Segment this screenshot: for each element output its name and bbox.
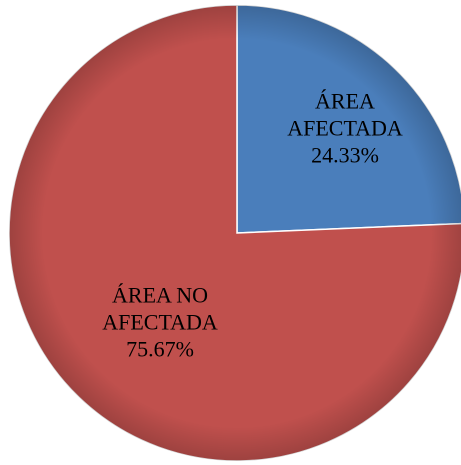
slice-label: ÁREA AFECTADA 24.33% <box>270 88 420 169</box>
slice-label: ÁREA NO AFECTADA 75.67% <box>85 282 235 363</box>
value-label: 24.33% <box>311 142 379 168</box>
value-label: 75.67% <box>126 336 194 362</box>
category-label: ÁREA AFECTADA <box>287 88 403 141</box>
category-label: ÁREA NO AFECTADA <box>102 282 218 335</box>
